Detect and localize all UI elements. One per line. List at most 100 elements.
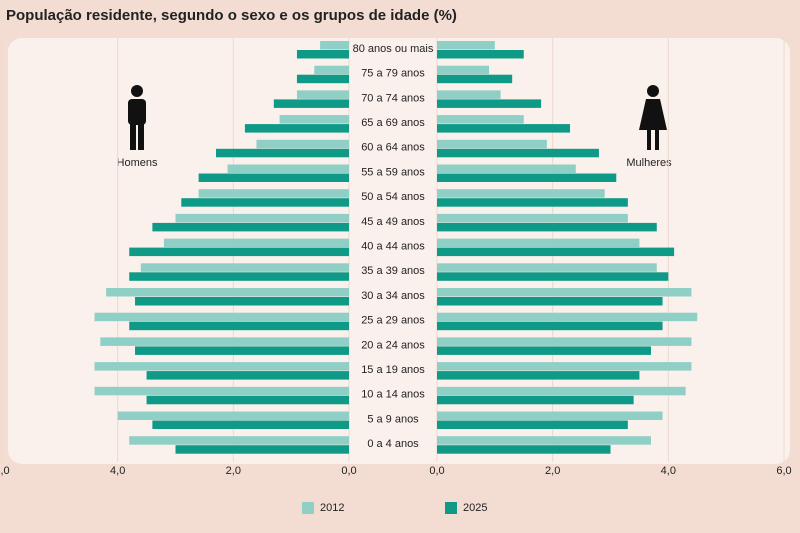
bar-women [437,124,571,133]
bar-women [437,386,686,396]
bar-men [94,312,350,322]
bar-women [437,411,663,420]
x-tick-label: 6,0 [0,465,10,477]
bar-men [296,50,349,59]
man-icon [128,85,146,150]
bar-women [437,395,634,405]
category-label: 75 a 79 anos [361,68,425,80]
chart-title: População residente, segundo o sexo e os… [6,7,457,24]
category-label: 65 a 69 anos [361,117,425,129]
bar-men [244,124,349,133]
bar-men [129,247,349,257]
legend-label: 2025 [463,502,487,514]
bar-men [175,213,349,223]
category-label: 5 a 9 anos [367,413,419,425]
bar-women [437,263,657,272]
bar-men [215,148,349,158]
category-label: 45 a 49 anos [361,216,425,228]
bar-men [94,362,350,371]
bar-women [437,222,657,232]
bar-women [437,445,611,454]
bar-women [437,115,524,124]
bar-men [273,99,349,108]
bar-men [227,164,349,173]
bar-women [437,189,605,198]
category-label: 30 a 34 anos [361,290,425,302]
bar-men [152,420,349,429]
bar-men [152,222,349,232]
bar-men [175,445,349,454]
bar-women [437,238,640,248]
bar-men [181,198,349,207]
bar-women [437,288,692,297]
bar-men [117,411,350,420]
bar-men [106,288,349,297]
bar-women [437,74,513,84]
bar-men [129,272,349,281]
bar-men [163,238,349,248]
bar-women [437,420,628,429]
bar-men [135,346,349,355]
bar-women [437,41,495,50]
bar-women [437,337,692,346]
bar-women [437,198,628,207]
side-label: Mulheres [626,157,672,169]
category-label: 25 a 29 anos [361,315,425,327]
x-tick-label: 2,0 [226,465,241,477]
bar-women [437,173,617,182]
bar-women [437,148,599,158]
category-label: 60 a 64 anos [361,142,425,154]
category-label: 80 anos ou mais [353,43,434,55]
bar-men [320,41,349,50]
category-label: 50 a 54 anos [361,191,425,203]
bar-men [256,139,349,149]
category-label: 40 a 44 anos [361,241,425,253]
legend-label: 2012 [320,502,344,514]
legend-swatch [445,502,457,514]
bar-men [146,395,349,405]
bar-men [296,90,349,99]
x-tick-label: 4,0 [661,465,676,477]
bar-men [129,321,349,331]
x-tick-label: 0,0 [341,465,356,477]
bar-men [100,337,349,346]
category-label: 10 a 14 anos [361,389,425,401]
x-tick-label: 0,0 [429,465,444,477]
plot-panel [8,38,790,464]
bar-women [437,321,663,331]
x-tick-label: 2,0 [545,465,560,477]
category-label: 0 a 4 anos [367,438,419,450]
bar-women [437,346,651,355]
bar-men [129,436,349,445]
bar-men [94,386,350,396]
bar-women [437,164,576,173]
bar-men [279,115,349,124]
category-label: 55 a 59 anos [361,166,425,178]
bar-women [437,65,490,75]
x-tick-label: 4,0 [110,465,125,477]
bar-women [437,272,669,281]
side-label: Homens [117,157,158,169]
bar-men [314,65,349,75]
bar-women [437,436,651,445]
bar-men [198,173,349,182]
bar-men [135,297,349,306]
bar-women [437,297,663,306]
legend-swatch [302,502,314,514]
bar-women [437,50,524,59]
x-tick-label: 6,0 [776,465,791,477]
bar-men [296,74,349,84]
bar-women [437,139,547,149]
bar-women [437,90,501,99]
bar-women [437,247,675,257]
category-label: 15 a 19 anos [361,364,425,376]
category-label: 70 a 74 anos [361,92,425,104]
bar-men [198,189,349,198]
category-label: 20 a 24 anos [361,339,425,351]
bar-men [146,371,349,380]
bar-women [437,312,698,322]
bar-men [140,263,349,272]
bar-women [437,371,640,380]
